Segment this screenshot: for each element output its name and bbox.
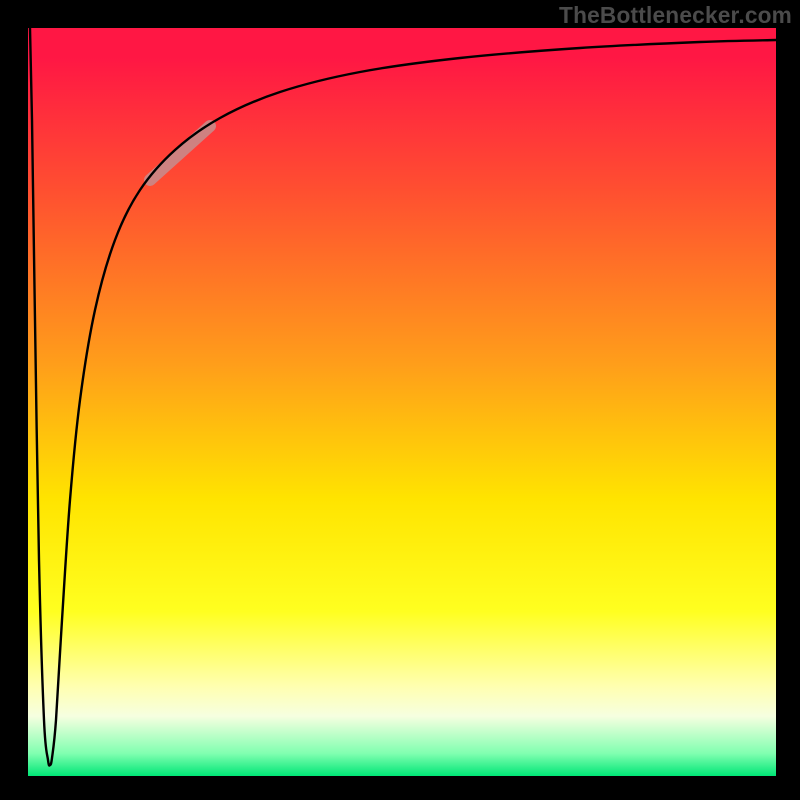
chart-frame: TheBottlenecker.com: [0, 0, 800, 800]
gradient-background: [28, 28, 776, 776]
plot-svg: [0, 0, 800, 800]
